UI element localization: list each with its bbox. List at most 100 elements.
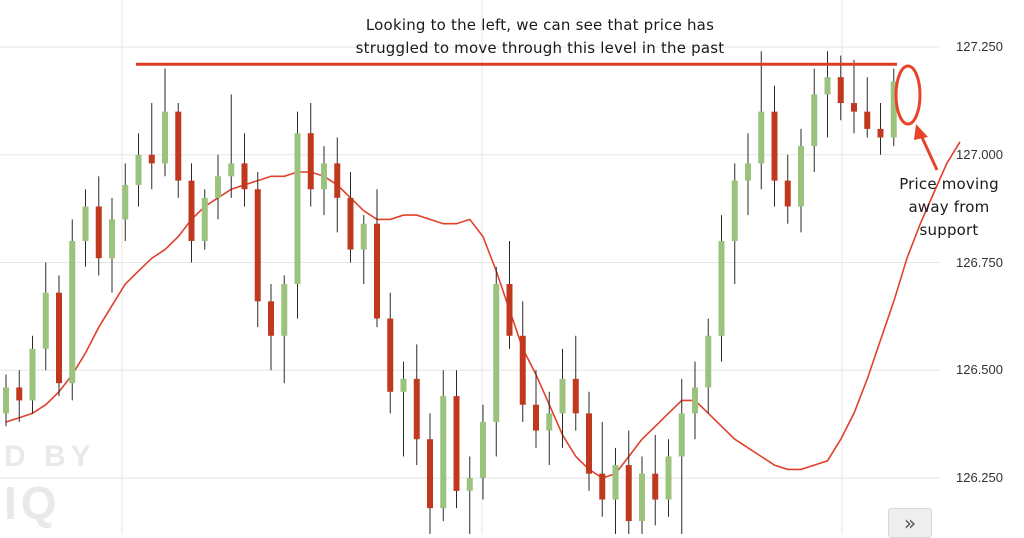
candle — [201, 189, 208, 250]
candle — [254, 171, 261, 328]
candle — [122, 163, 129, 241]
candle-body — [519, 335, 526, 405]
candle-body — [413, 378, 420, 440]
support-annotation-line-3: support — [919, 221, 979, 239]
watermark-line-1: D BY — [4, 440, 96, 473]
candle — [718, 215, 725, 362]
candle-body — [294, 133, 301, 285]
candle — [400, 361, 407, 457]
candle-body — [16, 387, 23, 401]
candle-body — [241, 163, 248, 190]
candle — [307, 103, 314, 207]
candle — [758, 51, 765, 190]
candle — [453, 370, 460, 509]
candle-body — [705, 335, 712, 388]
candle-body — [334, 163, 341, 198]
candle-body — [864, 111, 871, 129]
candle — [851, 59, 857, 134]
candle-body — [851, 103, 857, 112]
candle — [784, 154, 791, 224]
callout-arrow-shaft — [918, 132, 939, 171]
candles — [3, 51, 897, 534]
candle-body — [400, 378, 407, 392]
candle-body — [824, 77, 831, 95]
candle — [745, 133, 751, 216]
candle — [16, 370, 23, 422]
candle-body — [254, 189, 261, 302]
candle-body — [440, 396, 447, 509]
candle-body — [572, 378, 579, 414]
candle-body — [625, 465, 632, 522]
candle — [877, 103, 884, 155]
candle — [413, 344, 420, 466]
candle — [652, 434, 659, 526]
candle-body — [321, 163, 327, 190]
candle — [811, 68, 818, 172]
candle-body — [175, 111, 182, 181]
resistance-annotation: Looking to the left, we can see that pri… — [300, 14, 780, 60]
candle-body — [201, 197, 208, 241]
candle — [321, 146, 327, 216]
candle-body — [109, 219, 115, 259]
candle-body — [798, 146, 804, 207]
candle — [228, 94, 235, 198]
grid-lines — [0, 0, 940, 534]
candle-body — [639, 473, 645, 522]
candle-body — [360, 223, 367, 250]
candle — [387, 292, 394, 414]
candle — [559, 348, 566, 448]
candle-body — [811, 94, 818, 147]
y-tick-label: 126.750 — [956, 254, 1003, 270]
candle — [692, 361, 698, 440]
candle-body — [215, 176, 221, 198]
double-chevron-right-icon: » — [903, 511, 917, 535]
candle-body — [69, 240, 76, 384]
candle — [334, 137, 341, 233]
candle-body — [95, 206, 102, 259]
candle — [466, 456, 473, 534]
candle — [360, 215, 367, 285]
candle — [731, 163, 738, 285]
candle — [625, 430, 632, 534]
candle-body — [466, 478, 473, 491]
candle-body — [56, 292, 62, 384]
candle — [771, 85, 778, 207]
candle-body — [586, 413, 592, 474]
candle — [480, 404, 486, 500]
candle-body — [135, 154, 142, 185]
candle-body — [162, 111, 168, 164]
candle — [175, 103, 182, 198]
candle-body — [453, 396, 460, 491]
candle-body — [731, 180, 738, 241]
candle — [148, 103, 155, 190]
candle — [493, 266, 500, 457]
callout-arrow-head — [914, 124, 928, 140]
candle — [572, 335, 579, 431]
candle-body — [188, 180, 195, 241]
moving-average-line — [5, 141, 961, 479]
candle — [95, 176, 102, 276]
candle — [109, 197, 115, 293]
candle-body — [599, 473, 606, 500]
y-tick-label: 126.500 — [956, 362, 1003, 378]
candle — [268, 284, 274, 371]
candle-body — [427, 439, 433, 509]
candle-body — [612, 465, 619, 500]
candle-body — [692, 387, 698, 414]
candle — [82, 189, 89, 267]
candle-body — [718, 240, 725, 336]
candle — [241, 133, 248, 207]
candle — [29, 335, 36, 414]
candle — [294, 111, 301, 319]
candle-body — [771, 111, 778, 181]
candle-body — [890, 81, 897, 138]
candle — [188, 163, 195, 263]
candle-body — [493, 284, 500, 422]
candle-body — [387, 318, 394, 392]
candle-body — [347, 197, 354, 250]
candle-body — [307, 133, 314, 190]
candle-body — [480, 421, 486, 478]
candle-body — [784, 180, 791, 207]
candle-body — [148, 154, 155, 164]
annotation-shapes — [136, 62, 939, 171]
